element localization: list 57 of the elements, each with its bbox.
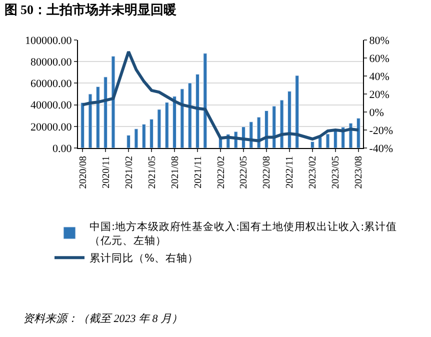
y2-tick-label: 80%	[369, 34, 390, 47]
x-tick-label: 2022/05	[238, 156, 250, 189]
y-tick-label: 40000.00	[30, 100, 72, 112]
legend-label: 中国:地方本级政府性基金收入:国有土地使用权出让收入:累计值（亿元、左轴）	[90, 220, 398, 247]
bar	[326, 134, 330, 148]
x-tick-label: 2023/05	[330, 156, 342, 189]
y2-tick-label: 20%	[369, 88, 390, 101]
legend-label: 累计同比（%、右轴）	[90, 252, 198, 265]
bar	[164, 102, 169, 148]
y-tick-label: 100000.00	[25, 34, 72, 47]
bar	[172, 96, 177, 148]
text: 资料来源：（截至 2023 年 8 月）	[23, 312, 182, 325]
bar	[280, 100, 284, 148]
y2-tick-label: 60%	[369, 52, 390, 65]
bar	[196, 74, 200, 148]
y-tick-label: 0.00	[52, 142, 72, 155]
bar	[104, 76, 108, 148]
y-tick-label: 20000.00	[30, 121, 72, 134]
bar	[157, 109, 162, 148]
bar	[180, 88, 184, 148]
bar	[96, 86, 100, 148]
bar	[310, 141, 314, 148]
x-tick-label: 2022/02	[216, 156, 227, 189]
bar	[264, 110, 268, 148]
x-tick-label: 2020/08	[78, 156, 89, 189]
x-tick-label: 2023/08	[354, 156, 365, 189]
bar	[126, 135, 131, 148]
bar	[188, 82, 192, 148]
bar	[111, 56, 116, 148]
x-tick-label: 2022/08	[262, 156, 273, 189]
bar	[272, 106, 276, 148]
x-tick-label: 2022/11	[284, 156, 296, 188]
x-tick-label: 2020/11	[100, 156, 112, 188]
bar	[142, 124, 146, 148]
y2-tick-label: 0%	[369, 106, 384, 119]
bar	[318, 137, 322, 148]
bar	[88, 94, 92, 148]
chart-title: 图 50：土拍市场并未明显回暖	[4, 2, 177, 18]
bar	[287, 91, 292, 148]
y2-tick-label: -40%	[369, 142, 394, 155]
x-tick-label: 2021/11	[192, 156, 204, 188]
bar	[203, 53, 208, 148]
x-tick-label: 2021/02	[124, 156, 135, 189]
y-tick-label: 60000.00	[30, 78, 72, 90]
x-tick-label: 2021/05	[146, 156, 158, 189]
bar	[356, 118, 360, 148]
y2-tick-label: -20%	[369, 124, 394, 137]
bar	[150, 118, 154, 148]
bar	[80, 102, 85, 148]
bar	[333, 130, 338, 148]
x-tick-label: 2021/08	[170, 156, 181, 189]
bar	[134, 128, 138, 148]
x-tick-label: 2023/02	[308, 156, 319, 189]
y-tick-label: 80000.00	[30, 56, 72, 68]
bar	[295, 75, 300, 148]
y2-tick-label: 40%	[369, 70, 390, 83]
line-series	[81, 50, 360, 142]
